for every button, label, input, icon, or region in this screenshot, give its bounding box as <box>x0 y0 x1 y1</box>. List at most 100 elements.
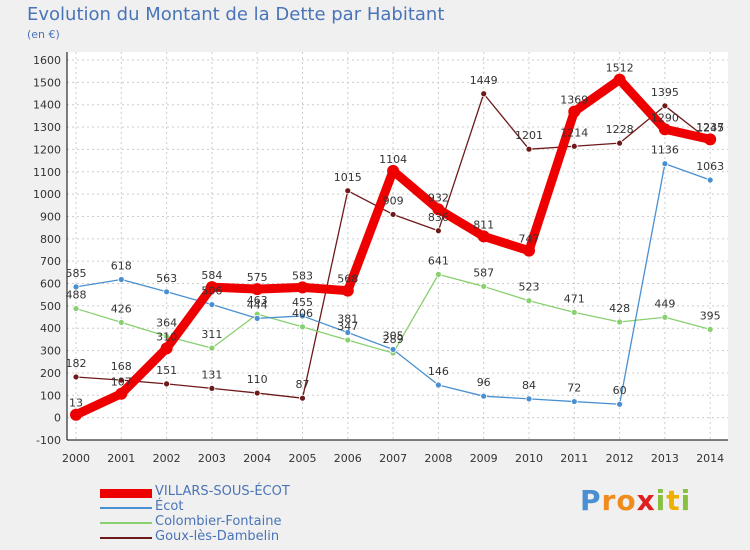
data-label: 84 <box>522 379 536 392</box>
data-point <box>205 281 218 294</box>
data-point <box>344 187 352 195</box>
y-tick-label: 1100 <box>33 166 61 179</box>
data-label: 426 <box>111 302 132 315</box>
data-label: 618 <box>111 260 132 273</box>
data-point <box>477 230 490 243</box>
legend-label: Écot <box>155 499 184 514</box>
data-label: 395 <box>700 309 721 322</box>
logo-letter: x <box>636 484 656 517</box>
data-label: 449 <box>654 297 675 310</box>
data-label: 131 <box>201 368 222 381</box>
logo-letter: r <box>601 484 617 517</box>
data-label: 836 <box>428 211 449 224</box>
data-label: 575 <box>247 271 268 284</box>
x-tick-label: 2007 <box>379 452 407 465</box>
data-label: 1201 <box>515 129 543 142</box>
data-label: 364 <box>156 316 177 329</box>
y-tick-label: 1200 <box>33 143 61 156</box>
data-label: 506 <box>201 285 222 298</box>
data-label: 563 <box>156 272 177 285</box>
data-point <box>299 312 306 320</box>
data-label: 1104 <box>379 153 407 166</box>
x-tick-label: 2001 <box>107 452 135 465</box>
logo-letter: i <box>655 484 667 517</box>
legend-label: Colombier-Fontaine <box>155 514 282 529</box>
data-point <box>253 314 261 322</box>
data-point <box>163 288 171 296</box>
data-label: 587 <box>473 266 494 279</box>
data-label: 584 <box>201 269 222 282</box>
y-tick-label: -100 <box>36 434 61 447</box>
data-point <box>525 297 533 305</box>
data-label: 583 <box>292 269 313 282</box>
legend-swatch <box>100 537 152 539</box>
x-tick-label: 2012 <box>606 452 634 465</box>
x-tick-label: 2005 <box>289 452 317 465</box>
data-label: 444 <box>247 298 268 311</box>
data-point <box>661 102 669 110</box>
data-label: 1214 <box>560 126 588 139</box>
data-point <box>706 325 714 333</box>
data-point <box>480 392 488 400</box>
y-tick-label: 600 <box>40 278 61 291</box>
data-point <box>432 203 445 216</box>
data-label: 1290 <box>651 111 679 124</box>
unit-label: (en €) <box>27 28 60 41</box>
x-tick-label: 2006 <box>334 452 362 465</box>
data-label: 1015 <box>334 171 362 184</box>
data-point <box>525 145 533 153</box>
y-tick-label: 1000 <box>33 188 61 201</box>
y-tick-label: 300 <box>40 345 61 358</box>
data-label: 381 <box>337 312 358 325</box>
data-label: 568 <box>337 273 358 286</box>
data-point <box>299 394 306 402</box>
data-point <box>253 389 261 397</box>
data-point <box>299 323 306 331</box>
legend-label: Goux-lès-Dambelin <box>155 529 280 544</box>
data-label: 811 <box>473 218 494 231</box>
data-point <box>616 318 623 326</box>
legend-label: VILLARS-SOUS-ÉCOT <box>155 484 290 499</box>
data-point <box>570 308 578 316</box>
data-label: 305 <box>383 329 404 342</box>
data-point <box>208 344 216 352</box>
data-point <box>570 398 578 405</box>
data-point <box>344 336 352 344</box>
data-label: 932 <box>428 191 449 204</box>
data-point <box>568 105 581 118</box>
data-point <box>661 160 669 168</box>
data-label: 585 <box>66 267 87 280</box>
data-point <box>72 305 80 312</box>
x-tick-label: 2011 <box>560 452 588 465</box>
data-point <box>389 346 397 353</box>
logo-letter: P <box>580 484 602 517</box>
data-label: 110 <box>247 373 268 386</box>
data-point <box>163 380 171 388</box>
data-point <box>72 373 80 381</box>
data-point <box>296 281 309 294</box>
x-tick-label: 2014 <box>696 452 724 465</box>
x-tick-label: 2003 <box>198 452 226 465</box>
data-label: 96 <box>477 376 491 389</box>
data-point <box>389 211 397 218</box>
y-tick-label: 1400 <box>33 99 61 112</box>
legend-swatch <box>100 507 152 509</box>
y-tick-label: 0 <box>54 412 61 425</box>
y-tick-label: 100 <box>40 389 61 402</box>
data-point <box>341 284 354 297</box>
x-tick-label: 2013 <box>651 452 679 465</box>
y-tick-label: 500 <box>40 300 61 313</box>
data-point <box>251 283 264 296</box>
data-label: 488 <box>66 289 87 302</box>
x-tick-label: 2009 <box>470 452 498 465</box>
x-tick-label: 2010 <box>515 452 543 465</box>
data-point <box>208 301 216 308</box>
data-label: 151 <box>156 364 177 377</box>
data-label: 1369 <box>560 94 588 107</box>
data-label: 909 <box>383 194 404 207</box>
y-tick-label: 400 <box>40 322 61 335</box>
data-point <box>704 133 717 146</box>
data-point <box>160 342 173 355</box>
x-tick-label: 2008 <box>424 452 452 465</box>
